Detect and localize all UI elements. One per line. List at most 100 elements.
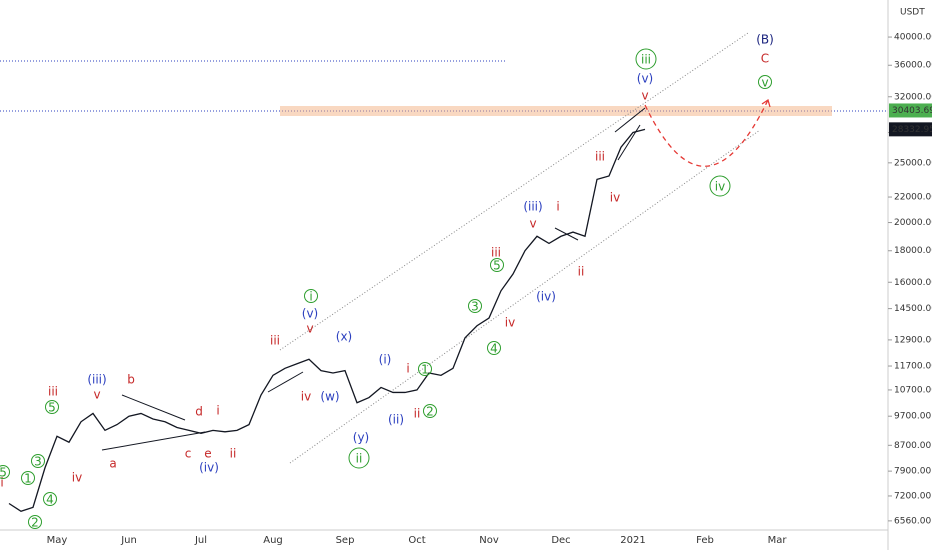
wave-label: v bbox=[93, 388, 100, 402]
wave-label: i bbox=[556, 200, 559, 214]
wave-circle bbox=[709, 175, 731, 197]
x-tick-label: Sep bbox=[336, 535, 355, 546]
wave-label: 1 bbox=[421, 363, 429, 377]
wave-label: iii bbox=[641, 53, 651, 67]
y-tick-label: 20000.00 bbox=[894, 218, 932, 228]
price-label-bg bbox=[889, 122, 932, 137]
wave-label: v bbox=[761, 76, 768, 90]
wave-label: b bbox=[127, 373, 135, 387]
wave-label: 3 bbox=[34, 455, 42, 469]
x-tick-label: May bbox=[47, 535, 68, 546]
wave-circle bbox=[423, 404, 437, 418]
wave-label: iv bbox=[301, 390, 311, 404]
wave-label: (x) bbox=[336, 330, 352, 344]
channel-line bbox=[279, 32, 749, 351]
y-tick-label: 16000.00 bbox=[894, 278, 932, 288]
wave-label: ii bbox=[356, 452, 363, 466]
wave-circle bbox=[31, 454, 45, 468]
x-tick-label: Aug bbox=[263, 535, 283, 546]
price-label: 28332.95 bbox=[892, 125, 932, 135]
wave-label: c bbox=[185, 447, 192, 461]
wave-circle bbox=[0, 465, 10, 479]
wave-label: iv bbox=[72, 471, 82, 485]
y-tick-label: 22000.00 bbox=[894, 193, 932, 203]
wave-label: 5 bbox=[48, 401, 56, 415]
wave-label: 2 bbox=[31, 516, 39, 530]
resistance-zone bbox=[280, 106, 832, 116]
y-tick-label: 8700.00 bbox=[894, 441, 931, 451]
wave-label: i bbox=[309, 290, 312, 304]
wave-label: ii bbox=[230, 447, 237, 461]
wave-label: iii bbox=[270, 334, 280, 348]
wave-label: iii bbox=[491, 246, 501, 260]
y-tick-label: 14500.00 bbox=[894, 304, 932, 314]
wave-label: (iv) bbox=[199, 461, 219, 475]
wave-label: (iv) bbox=[536, 290, 556, 304]
wave-label: (v) bbox=[637, 72, 653, 86]
x-tick-label: Nov bbox=[479, 535, 499, 546]
channel-line bbox=[289, 129, 761, 464]
wave-circle bbox=[468, 299, 482, 313]
wave-label: iv bbox=[610, 191, 620, 205]
x-tick-label: 2021 bbox=[620, 535, 645, 546]
wave-label: iv bbox=[505, 316, 515, 330]
wave-label: (w) bbox=[320, 390, 339, 404]
wave-label: ii bbox=[578, 265, 585, 279]
x-tick-label: Dec bbox=[551, 535, 570, 546]
wave-label: 4 bbox=[490, 342, 498, 356]
wave-label: d bbox=[195, 405, 203, 419]
y-tick-label: 6560.00 bbox=[894, 516, 931, 526]
wave-label: i bbox=[406, 362, 409, 376]
wave-circle bbox=[758, 75, 772, 89]
wave-label: (B) bbox=[756, 33, 774, 47]
wave-label: i bbox=[0, 476, 3, 490]
wave-label: i bbox=[216, 404, 219, 418]
wave-label: (v) bbox=[302, 307, 318, 321]
pattern-lines bbox=[101, 107, 646, 451]
wave-label: iii bbox=[48, 385, 58, 399]
y-tick-label: 12900.00 bbox=[894, 335, 932, 345]
x-tick-label: Jul bbox=[194, 535, 207, 546]
wave-label: (ii) bbox=[388, 413, 404, 427]
wave-label: ii bbox=[414, 407, 421, 421]
wave-label: iv bbox=[715, 180, 725, 194]
wave-label: v bbox=[641, 89, 648, 103]
wave-label: 5 bbox=[493, 259, 501, 273]
y-tick-label: 32000.00 bbox=[894, 92, 932, 102]
wave-circle bbox=[45, 400, 59, 414]
y-tick-label: 10700.00 bbox=[894, 385, 932, 395]
y-tick-label: 40000.00 bbox=[894, 33, 932, 43]
wave-circle bbox=[635, 48, 657, 70]
y-tick-label: 25000.00 bbox=[894, 158, 932, 168]
wave-circle bbox=[348, 447, 370, 469]
wave-label: v bbox=[306, 322, 313, 336]
x-tick-label: Feb bbox=[696, 535, 714, 546]
price-line bbox=[8, 128, 646, 512]
wave-circle bbox=[304, 289, 318, 303]
x-tick-label: Mar bbox=[768, 535, 788, 546]
wave-circle bbox=[418, 362, 432, 376]
wave-label: 3 bbox=[471, 300, 479, 314]
y-tick-label: 9700.00 bbox=[894, 412, 931, 422]
wave-circle bbox=[21, 471, 35, 485]
wave-label: e bbox=[204, 447, 211, 461]
y-tick-label: 18000.00 bbox=[894, 246, 932, 256]
wave-label: (y) bbox=[353, 431, 369, 445]
wave-label: 2 bbox=[426, 405, 434, 419]
currency: USDT bbox=[900, 8, 925, 18]
wave-label: iii bbox=[595, 150, 605, 164]
price-label: 30403.69 bbox=[892, 106, 932, 116]
wave-label: (iii) bbox=[523, 200, 542, 214]
wave-circle bbox=[28, 515, 42, 529]
projection-arc bbox=[644, 99, 769, 167]
wave-label: (i) bbox=[379, 353, 392, 367]
projection-arrow bbox=[761, 98, 771, 108]
y-tick-label: 11700.00 bbox=[894, 362, 932, 372]
y-tick-label: 7200.00 bbox=[894, 491, 931, 501]
wave-label: 5 bbox=[0, 466, 7, 480]
wave-circle bbox=[487, 341, 501, 355]
wave-circle bbox=[43, 492, 57, 506]
wave-label: 1 bbox=[24, 472, 32, 486]
wave-circle bbox=[490, 258, 504, 272]
